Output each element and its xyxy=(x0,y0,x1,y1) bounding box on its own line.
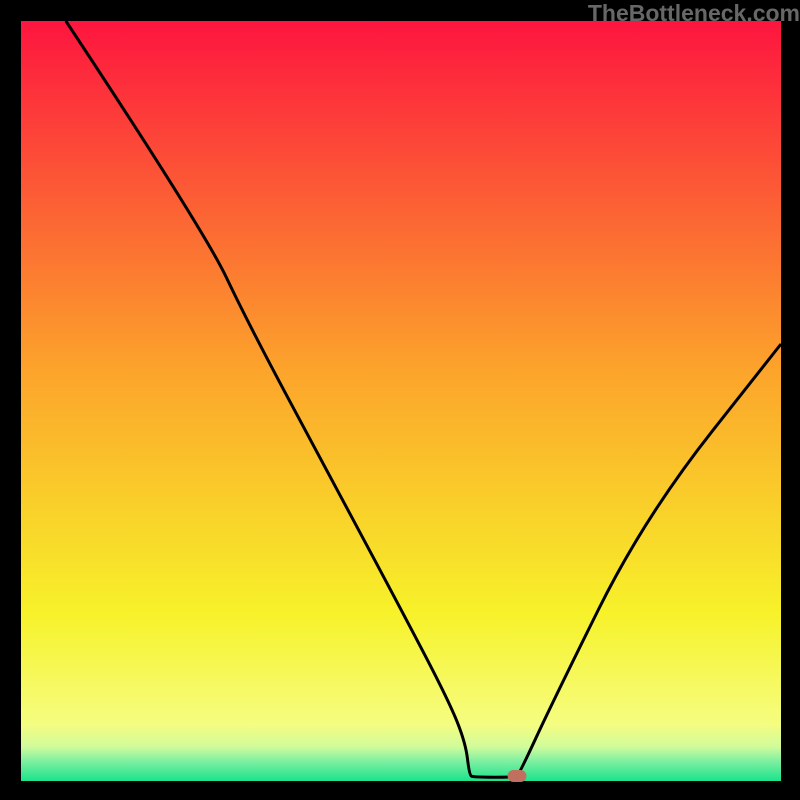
optimal-marker xyxy=(507,770,526,782)
bottleneck-curve xyxy=(21,21,781,781)
watermark: TheBottleneck.com xyxy=(588,0,800,27)
